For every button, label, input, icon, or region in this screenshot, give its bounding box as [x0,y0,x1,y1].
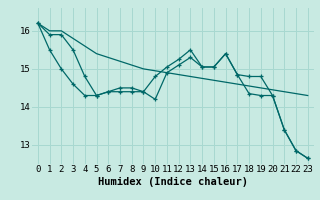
X-axis label: Humidex (Indice chaleur): Humidex (Indice chaleur) [98,177,248,187]
